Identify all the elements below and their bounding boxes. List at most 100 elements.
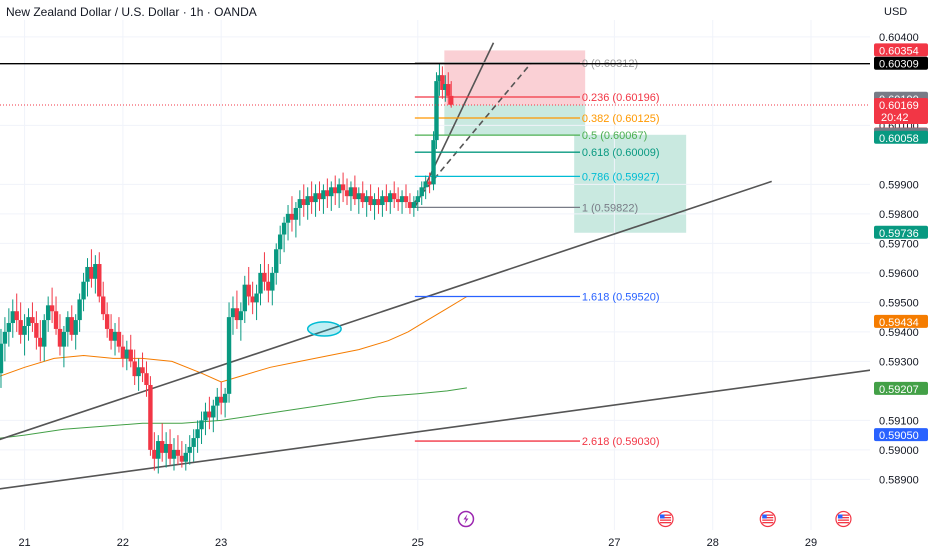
candle-body bbox=[218, 396, 224, 403]
candle-body bbox=[250, 296, 255, 303]
candle-body bbox=[97, 264, 102, 297]
candle-body bbox=[124, 349, 130, 359]
us-flag-icon[interactable] bbox=[835, 510, 852, 528]
candle-body bbox=[234, 308, 240, 321]
price-label-text: 0.59050 bbox=[879, 430, 919, 442]
candle-body bbox=[415, 196, 420, 203]
time-tick-label: 28 bbox=[707, 537, 719, 549]
candle-body bbox=[266, 281, 271, 291]
us-flag-icon-stripe bbox=[837, 517, 849, 519]
us-flag-icon-stripe bbox=[762, 519, 774, 521]
candle-body bbox=[175, 449, 181, 456]
horizontal-line[interactable] bbox=[0, 62, 870, 106]
price-tick-label: 0.60400 bbox=[879, 32, 919, 44]
candle-body bbox=[419, 187, 424, 197]
candle-body bbox=[108, 328, 114, 341]
chart-grid bbox=[0, 20, 870, 530]
trend-line[interactable] bbox=[0, 369, 873, 490]
price-label-badge bbox=[874, 225, 928, 239]
moving-averages bbox=[0, 296, 468, 439]
position-target-zone-upper[interactable] bbox=[444, 105, 586, 135]
candle-body bbox=[254, 293, 259, 303]
candle-body bbox=[156, 441, 161, 459]
candle-body bbox=[34, 323, 39, 338]
price-tick-label: 0.59900 bbox=[879, 179, 919, 191]
fibonacci-retracement[interactable]: 0 (0.60312)0.236 (0.60196)0.382 (0.60125… bbox=[414, 58, 660, 448]
price-label-badge bbox=[874, 130, 928, 144]
candle-body bbox=[6, 323, 12, 332]
candle-body bbox=[69, 317, 74, 335]
trend-line[interactable] bbox=[0, 180, 772, 441]
candlesticks bbox=[0, 63, 454, 474]
price-label-text: 0.60309 bbox=[879, 59, 919, 71]
candle-body bbox=[262, 272, 267, 282]
ellipse-drawing[interactable] bbox=[306, 321, 342, 337]
price-tick-label: 0.59400 bbox=[879, 327, 919, 339]
candle-body bbox=[163, 443, 169, 453]
ellipse-highlight[interactable] bbox=[306, 321, 342, 337]
candle-body bbox=[403, 196, 409, 203]
candle-body bbox=[148, 384, 153, 450]
price-tick-label: 0.58900 bbox=[879, 474, 919, 486]
candle-body bbox=[427, 181, 432, 185]
price-axis[interactable]: 0.604000.601000.599000.598000.597000.596… bbox=[870, 0, 932, 550]
fib-level-0.5-label: 0.5 (0.60067) bbox=[582, 130, 647, 142]
us-flag-icon[interactable] bbox=[759, 510, 776, 528]
candle-body bbox=[195, 429, 200, 439]
us-flag-icon-stripe bbox=[837, 519, 849, 521]
time-axis[interactable]: 21 22 23 25 27 28 29 bbox=[18, 537, 817, 549]
us-flag-icon[interactable] bbox=[657, 510, 674, 528]
price-label-badge bbox=[874, 43, 928, 57]
us-flag-icon-canton bbox=[762, 514, 767, 519]
candle-body bbox=[179, 455, 185, 462]
price-tick-label: 0.59800 bbox=[879, 209, 919, 221]
candle-body bbox=[352, 187, 358, 200]
candle-body bbox=[376, 199, 381, 206]
price-label-countdown: 20:42 bbox=[881, 112, 909, 124]
candle-body bbox=[348, 187, 354, 197]
candle-body bbox=[136, 367, 141, 377]
candle-body bbox=[65, 317, 71, 332]
price-label-text: 0.59207 bbox=[879, 384, 919, 396]
candle-body bbox=[167, 443, 173, 459]
trend-line[interactable] bbox=[414, 42, 495, 208]
candle-body bbox=[42, 320, 47, 347]
candle-body bbox=[431, 140, 436, 185]
candle-body bbox=[140, 367, 145, 374]
us-flag-icon-canton bbox=[660, 514, 665, 519]
candle-body bbox=[333, 187, 338, 194]
candle-body bbox=[277, 234, 283, 250]
candle-body bbox=[392, 193, 397, 200]
price-tick-label: 0.59100 bbox=[879, 415, 919, 427]
candle-body bbox=[329, 187, 334, 197]
candle-body bbox=[325, 190, 330, 197]
candle-body bbox=[395, 199, 401, 203]
long-short-position-tool[interactable] bbox=[444, 50, 687, 233]
candle-body bbox=[89, 266, 94, 279]
candle-body bbox=[364, 196, 369, 203]
candle-body bbox=[26, 317, 31, 326]
price-label-text: 0.59736 bbox=[879, 228, 919, 240]
price-axis-background bbox=[870, 0, 932, 550]
us-flag-icon-ring bbox=[835, 510, 852, 528]
us-flag-icon-stripe bbox=[660, 522, 672, 524]
candle-body bbox=[14, 311, 19, 321]
candle-body bbox=[207, 411, 212, 418]
candle-body bbox=[407, 202, 413, 208]
event-markers[interactable] bbox=[457, 510, 852, 528]
fib-level-1-label: 1 (0.59822) bbox=[582, 202, 638, 214]
fib-level-2.618-label: 2.618 (0.59030) bbox=[582, 436, 660, 448]
fib-level-0.618-label: 0.618 (0.60009) bbox=[582, 147, 660, 159]
candle-body bbox=[368, 196, 373, 206]
candle-body bbox=[360, 193, 365, 203]
candle-body bbox=[104, 314, 110, 329]
candle-body bbox=[93, 264, 98, 279]
candle-body bbox=[411, 202, 417, 208]
lightning-icon[interactable] bbox=[457, 510, 475, 528]
candle-body bbox=[45, 305, 51, 321]
price-tick-label: 0.59600 bbox=[879, 268, 919, 280]
price-tick-label: 0.59300 bbox=[879, 356, 919, 368]
candle-body bbox=[30, 317, 35, 324]
candle-body bbox=[215, 396, 220, 406]
